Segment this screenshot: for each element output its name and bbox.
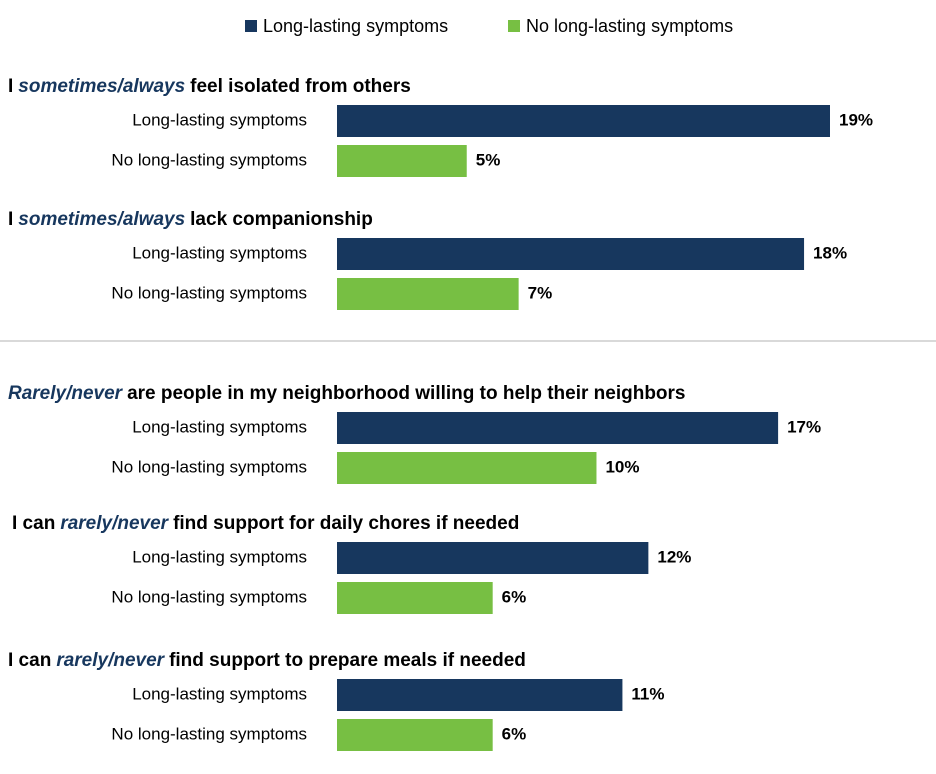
legend-swatch [508,20,520,32]
bar [337,278,519,310]
question-segment: feel isolated from others [190,76,411,97]
bar [337,452,597,484]
value-label: 18% [813,243,847,262]
category-label: No long-lasting symptoms [111,587,307,606]
category-label: Long-lasting symptoms [132,684,307,703]
legend-label: No long-lasting symptoms [526,16,733,36]
question-segment: lack companionship [190,209,373,230]
question-segment: sometimes/always [18,209,185,230]
value-label: 10% [605,457,639,476]
question-segment: rarely/never [56,650,165,671]
question-segment: I can [12,513,55,534]
bar [337,542,649,574]
question-segment: sometimes/always [18,76,185,97]
value-label: 11% [631,684,664,703]
category-label: No long-lasting symptoms [111,457,307,476]
bar [337,145,467,177]
question-segment: Rarely/never [8,383,124,404]
question-segment: I [8,76,13,97]
value-label: 19% [839,110,873,129]
question-title: I can rarely/never find support to prepare… [8,650,526,671]
bar [337,582,493,614]
legend-label: Long-lasting symptoms [263,16,448,36]
bar [337,679,623,711]
bar [337,105,830,137]
question-segment: are people in my neighborhood willing to… [127,383,685,404]
question-title: I can rarely/never find support for daily … [12,513,519,534]
question-title: Rarely/never are people in my neighborhoo… [8,383,686,404]
bar [337,719,493,751]
value-label: 6% [502,724,527,743]
value-label: 5% [476,150,501,169]
question-segment: find support to prepare meals if needed [169,650,526,671]
category-label: Long-lasting symptoms [132,243,307,262]
category-label: No long-lasting symptoms [111,150,307,169]
bar [337,412,779,444]
question-segment: find support for daily chores if needed [173,513,519,534]
value-label: 12% [657,547,691,566]
value-label: 6% [502,587,527,606]
category-label: No long-lasting symptoms [111,283,307,302]
question-segment: I [8,209,13,230]
value-label: 17% [787,417,821,436]
category-label: No long-lasting symptoms [111,724,307,743]
category-label: Long-lasting symptoms [132,547,307,566]
question-segment: I can [8,650,51,671]
legend-swatch [245,20,257,32]
category-label: Long-lasting symptoms [132,110,307,129]
value-label: 7% [528,283,553,302]
question-segment: rarely/never [60,513,169,534]
bar [337,238,805,270]
category-label: Long-lasting symptoms [132,417,307,436]
